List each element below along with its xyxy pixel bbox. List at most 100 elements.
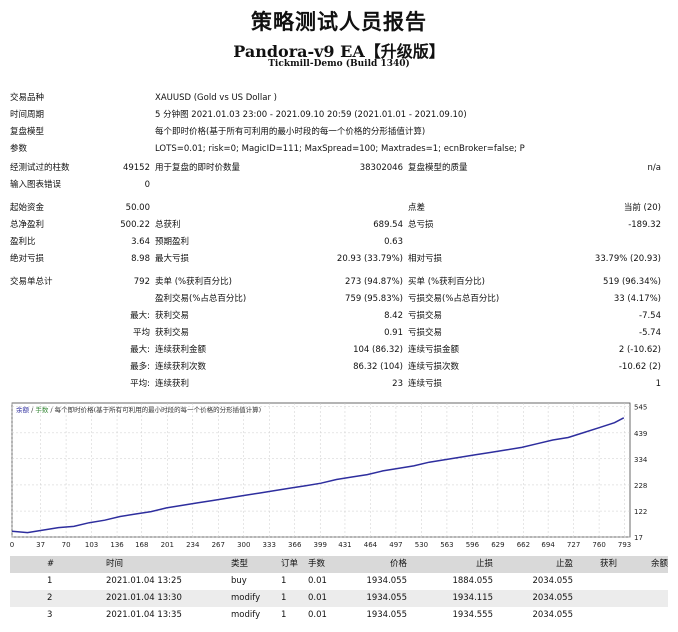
x-tick-label: 662 [517,541,530,549]
max-label: 最大: [130,345,150,355]
table-cell: 1 [281,593,287,603]
avg-profit-label: 获利交易 [155,328,190,338]
profit-factor-label: 盈利比 [10,237,36,247]
info-value: 每个即时价格(基于所有可利用的最小时段的每一个价格的分形插值计算) [155,127,426,137]
table-cell: 余额 [651,559,669,569]
table-cell: 类型 [231,559,249,569]
info-row: 参数 LOTS=0.01; risk=0; MagicID=111; MaxSpr… [0,141,678,158]
y-tick-label: 17 [634,534,643,542]
maximal-cons-profit-label: 连续获利次数 [155,362,207,372]
max-cons-losses-money-value: 2 (-10.62) [618,345,661,355]
table-cell: 1934.115 [452,593,493,603]
chart-legend: 余额 / 手数 / 每个即时价格(基于所有可利用的最小时段的每一个价格的分形插值… [16,405,261,414]
maximal-cons-profit-value: 86.32 (104) [353,362,403,372]
x-tick-label: 70 [62,541,71,549]
table-cell: 1 [281,576,287,586]
x-tick-label: 168 [135,541,148,549]
y-tick-label: 122 [634,508,647,516]
legend-lots: 手数 [35,405,49,414]
table-cell: 1 [47,576,53,586]
info-value: 5 分钟图 2021.01.03 23:00 - 2021.09.10 20:5… [155,110,467,120]
report-subtitle: Pandora-v9 EA【升级版】 [233,42,445,61]
table-cell: 1934.055 [366,610,407,620]
x-tick-label: 793 [618,541,631,549]
table-cell: 手数 [308,559,326,569]
gross-loss-label: 总亏损 [408,220,434,230]
avg-cons-losses-label: 连续亏损 [408,379,443,389]
largest-profit-value: 8.42 [384,311,403,321]
table-cell: 2034.055 [532,576,573,586]
gross-profit-value: 689.54 [373,220,403,230]
maximal-row: 最多: 连续获利次数 86.32 (104) 连续亏损次数 -10.62 (2) [0,359,678,376]
max-cons-wins-money-value: 104 (86.32) [353,345,403,355]
info-value: LOTS=0.01; risk=0; MagicID=111; MaxSprea… [155,144,525,154]
x-tick-label: 0 [10,541,14,549]
total-trades-row: 交易单总计 792 卖单 (%获利百分比) 273 (94.87%) 买单 (%… [0,274,678,291]
report-server: Tickmill-Demo (Build 1340) [268,59,410,69]
x-tick-label: 760 [592,541,605,549]
info-label: 交易品种 [10,93,45,103]
table-cell: 价格 [389,559,407,569]
x-tick-label: 694 [541,541,555,549]
report-title: 策略测试人员报告 [251,10,427,34]
y-tick-label: 228 [634,482,647,490]
x-tick-label: 563 [440,541,453,549]
x-tick-label: 431 [338,541,351,549]
maximal-cons-loss-value: -10.62 (2) [618,362,661,372]
profit-row: 总净盈利 500.22 总获利 689.54 总亏损 -189.32 [0,217,678,234]
max-dd-value: 20.93 (33.79%) [336,254,403,264]
table-row: 1 2021.01.04 13:25 buy 1 0.01 1934.055 1884.05… [10,573,668,590]
table-cell: buy [231,576,247,586]
bars-value: 49152 [122,163,150,173]
x-tick-label: 136 [110,541,124,549]
long-value: 519 (96.34%) [603,277,661,287]
avg-profit-value: 0.91 [384,328,403,338]
net-profit-label: 总净盈利 [10,220,45,230]
table-cell: 止损 [475,559,493,569]
x-tick-label: 201 [161,541,174,549]
profit-factor-value: 3.64 [131,237,150,247]
x-tick-label: 727 [567,541,580,549]
table-cell: 订单 [281,559,299,569]
expected-payoff-value: 0.63 [384,237,403,247]
largest-row: 最大: 获利交易 8.42 亏损交易 -7.54 [0,308,678,325]
average-label: 平均 [132,328,150,338]
info-label: 参数 [10,144,28,154]
info-label: 时间周期 [10,110,45,120]
avg-cons-row: 平均: 连续获利 23 连续亏损 1 [0,376,678,393]
gross-profit-label: 总获利 [155,220,181,230]
legend-separator: / [29,406,35,414]
table-cell: 3 [47,610,53,620]
table-header: # 时间 类型 订单 手数 价格 止损 止盈 获利 余额 [10,556,668,573]
y-tick-label: 439 [634,430,647,438]
table-cell: 2 [47,593,53,603]
x-tick-label: 333 [263,541,276,549]
abs-dd-value: 8.98 [131,254,150,264]
table-cell: 获利 [600,559,618,569]
rel-dd-value: 33.79% (20.93) [594,254,661,264]
profit-loss-trades-row: 盈利交易(%占总百分比) 759 (95.83%) 亏损交易(%占总百分比) 3… [0,291,678,308]
largest-loss-label: 亏损交易 [408,311,443,321]
y-tick-label: 545 [634,404,647,412]
table-row: 2 2021.01.04 13:30 modify 1 0.01 1934.055 1934… [10,590,668,607]
plot-area [11,402,631,538]
max-dd-label: 最大亏损 [155,254,190,264]
max-cons-wins-money-label: 连续获利金额 [155,345,207,355]
largest-loss-value: -7.54 [639,311,661,321]
max-cons-losses-money-label: 连续亏损金额 [408,345,460,355]
info-row: 时间周期 5 分钟图 2021.01.03 23:00 - 2021.09.10 … [0,107,678,124]
x-tick-label: 399 [314,541,327,549]
y-tick-label: 334 [634,456,648,464]
loss-trades-label: 亏损交易(%占总百分比) [408,294,500,304]
short-value: 273 (94.87%) [345,277,403,287]
legend-model: / 每个即时价格(基于所有可利用的最小时段的每一个价格的分形插值计算) [48,405,261,414]
factor-row: 盈利比 3.64 预期盈利 0.63 [0,234,678,251]
table-cell: 1 [281,610,287,620]
avg-loss-label: 亏损交易 [408,328,443,338]
x-tick-label: 234 [186,541,200,549]
mismatch-value: 0 [144,180,150,190]
profit-trades-value: 759 (95.83%) [345,294,403,304]
balance-line [11,417,625,534]
legend-balance: 余额 [16,405,30,414]
gross-loss-value: -189.32 [628,220,661,230]
